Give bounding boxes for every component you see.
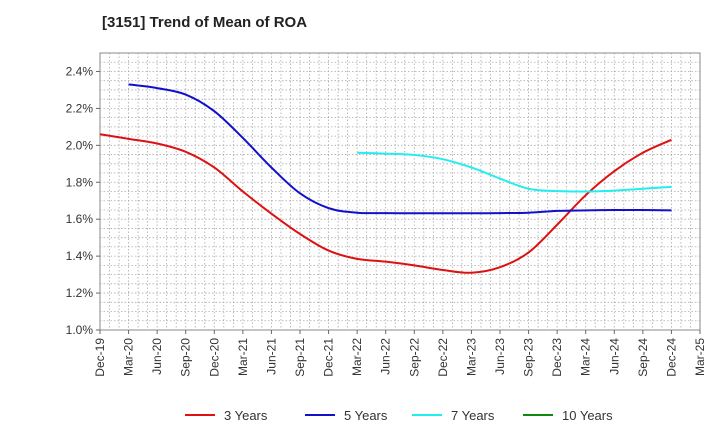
legend-label-7-years: 7 Years: [451, 408, 495, 423]
x-tick-label: Sep-20: [179, 338, 193, 377]
x-tick-label: Sep-21: [293, 338, 307, 377]
series-line-3-years: [99, 133, 672, 274]
x-tick-label: Mar-23: [464, 338, 478, 376]
x-tick-label: Sep-23: [522, 338, 536, 377]
x-tick-label: Mar-24: [579, 338, 593, 376]
y-tick-label: 1.8%: [66, 175, 94, 189]
x-tick-label: Mar-20: [122, 338, 136, 376]
series-line-5-years: [128, 83, 672, 215]
legend-label-10-years: 10 Years: [562, 408, 613, 423]
x-tick-label: Jun-22: [379, 338, 393, 375]
y-tick-label: 1.0%: [66, 323, 94, 337]
y-tick-label: 1.2%: [66, 286, 94, 300]
x-tick-label: Mar-25: [693, 338, 707, 376]
y-tick-label: 1.4%: [66, 249, 94, 263]
x-tick-label: Dec-21: [322, 338, 336, 377]
y-tick-label: 2.4%: [66, 64, 94, 78]
y-tick-label: 2.2%: [66, 101, 94, 115]
x-tick-label: Jun-20: [150, 338, 164, 375]
x-tick-label: Sep-24: [636, 338, 650, 377]
legend-label-5-years: 5 Years: [344, 408, 388, 423]
series-line-7-years: [357, 151, 672, 193]
y-tick-label: 1.6%: [66, 212, 94, 226]
x-tick-label: Mar-21: [236, 338, 250, 376]
y-tick-label: 2.0%: [66, 138, 94, 152]
x-tick-label: Jun-21: [264, 338, 278, 375]
x-tick-label: Mar-22: [350, 338, 364, 376]
x-tick-label: Jun-24: [607, 338, 621, 375]
chart-title: [3151] Trend of Mean of ROA: [102, 14, 308, 31]
x-tick-label: Dec-24: [664, 338, 678, 377]
x-tick-label: Dec-23: [550, 338, 564, 377]
x-tick-label: Dec-22: [436, 338, 450, 377]
x-tick-label: Dec-20: [207, 338, 221, 377]
x-tick-label: Jun-23: [493, 338, 507, 375]
x-tick-label: Dec-19: [93, 338, 107, 377]
legend-label-3-years: 3 Years: [224, 408, 268, 423]
x-tick-label: Sep-22: [407, 338, 421, 377]
